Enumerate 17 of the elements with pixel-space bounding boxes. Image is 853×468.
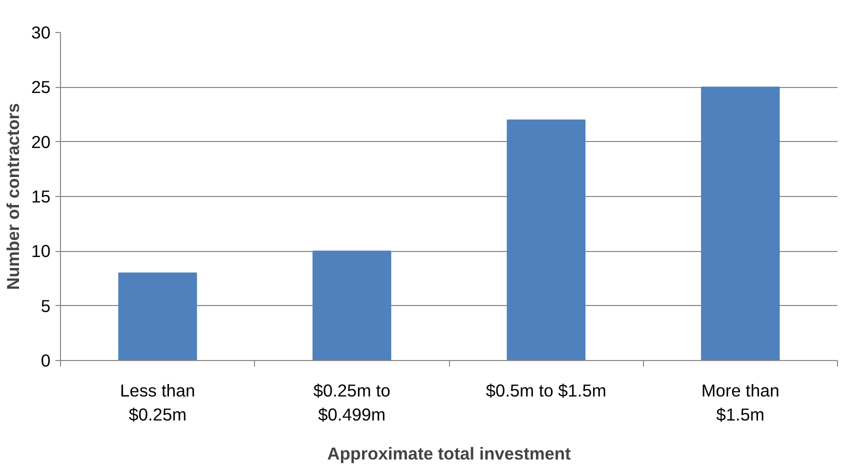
y-tick-label: 5 <box>40 296 51 316</box>
bar <box>312 250 392 360</box>
y-tick-label: 10 <box>31 241 51 262</box>
x-axis-title: Approximate total investment <box>327 444 572 464</box>
bar <box>118 272 197 360</box>
y-axis-title: Number of contractors <box>3 103 24 290</box>
y-tick-label: 20 <box>31 132 51 152</box>
y-tick-label: 25 <box>31 77 51 98</box>
x-tick-label: Less than $0.25m <box>120 380 196 424</box>
bar <box>701 86 780 360</box>
x-tick-label: $0.25m to $0.499m <box>313 380 390 424</box>
bar <box>506 119 586 360</box>
x-tick-label: $0.5m to $1.5m <box>486 380 606 400</box>
y-tick-label: 15 <box>31 186 51 206</box>
y-tick-label: 0 <box>40 350 51 370</box>
x-tick-label: More than $1.5m <box>701 380 780 424</box>
y-tick-label: 30 <box>31 22 51 42</box>
